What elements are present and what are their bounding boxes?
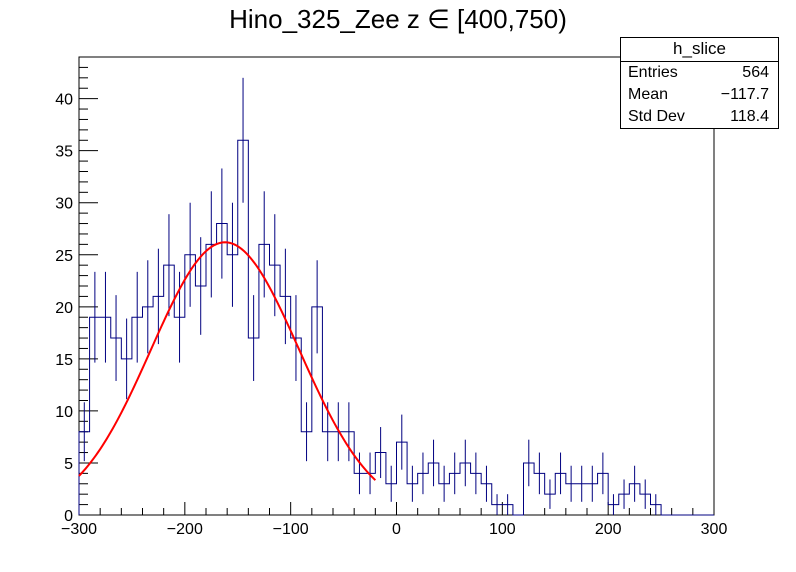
stats-entries-value: 564 [742,64,769,81]
y-tick-label: 10 [55,404,73,421]
stats-entries-label: Entries [628,64,678,81]
x-tick-label: −100 [273,521,309,538]
y-tick-label: 40 [55,92,73,109]
fit-curve [78,241,377,481]
stats-row-entries: Entries 564 [621,62,778,84]
x-tick-label: 0 [392,521,401,538]
stats-stddev-value: 118.4 [730,108,769,125]
stats-box: h_slice Entries 564 Mean −117.7 Std Dev … [620,37,779,129]
stats-mean-value: −117.7 [720,86,769,103]
y-tick-label: 25 [55,248,73,265]
x-tick-label: 100 [489,521,516,538]
gaussian-fit-line [78,241,377,481]
stats-mean-label: Mean [628,86,669,103]
y-tick-label: 20 [55,300,73,317]
y-tick-label: 15 [55,352,73,369]
y-tick-label: 35 [55,144,73,161]
error-bars [83,77,657,515]
stats-row-stddev: Std Dev 118.4 [621,106,778,128]
x-tick-label: −200 [167,521,203,538]
x-tick-label: 200 [595,521,622,538]
stats-title: h_slice [621,38,778,62]
y-tick-label: 0 [64,508,73,525]
stats-stddev-label: Std Dev [628,108,685,125]
chart-title: Hino_325_Zee z ∈ [400,750) [229,4,567,34]
histogram-steps [78,139,714,516]
stats-row-mean: Mean −117.7 [621,84,778,106]
axis-tick-labels: −300 −200 −100 0 100 200 300 0 5 10 15 20 25 30 35 40 [55,92,727,538]
y-tick-label: 5 [64,456,73,473]
x-tick-label: −300 [61,521,97,538]
y-tick-label: 30 [55,196,73,213]
x-tick-label: 300 [701,521,728,538]
histogram-outline [78,139,714,516]
